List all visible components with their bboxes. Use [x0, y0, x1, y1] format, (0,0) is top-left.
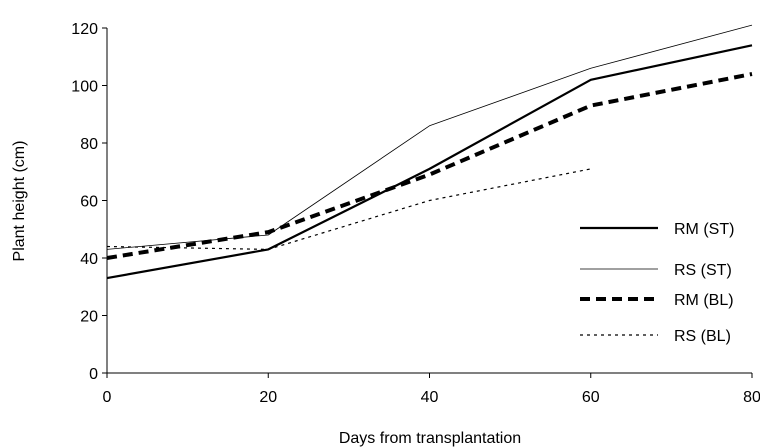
y-tick-label: 0	[89, 366, 98, 383]
legend-label-4: RS (BL)	[674, 328, 731, 345]
series-lines	[106, 24, 753, 280]
y-tick-label: 80	[80, 136, 98, 153]
x-tick-label: 60	[582, 389, 600, 406]
series-line-2	[106, 24, 753, 250]
y-tick-label: 40	[80, 251, 98, 268]
series-line-4	[106, 168, 591, 250]
x-tick-label: 20	[259, 389, 277, 406]
legend: RM (ST) RS (ST) RM (BL) RS (BL)	[580, 221, 734, 345]
tick-labels: 0 20 40 60 80 100 120 0 20 40 60 80	[71, 21, 760, 406]
legend-label-3: RM (BL)	[674, 292, 734, 309]
series-line-1	[106, 44, 753, 280]
axes	[102, 27, 753, 378]
x-tick-label: 40	[421, 389, 439, 406]
x-tick-label: 80	[743, 389, 760, 406]
y-tick-label: 100	[71, 79, 98, 96]
x-tick-label: 0	[103, 389, 112, 406]
series-line-3	[106, 72, 753, 260]
legend-label-2: RS (ST)	[674, 262, 732, 279]
y-tick-label: 120	[71, 21, 98, 38]
y-axis-title: Plant height (cm)	[11, 141, 28, 262]
y-tick-label: 20	[80, 309, 98, 326]
x-axis-title: Days from transplantation	[339, 430, 521, 447]
legend-label-1: RM (ST)	[674, 221, 734, 238]
y-tick-label: 60	[80, 194, 98, 211]
